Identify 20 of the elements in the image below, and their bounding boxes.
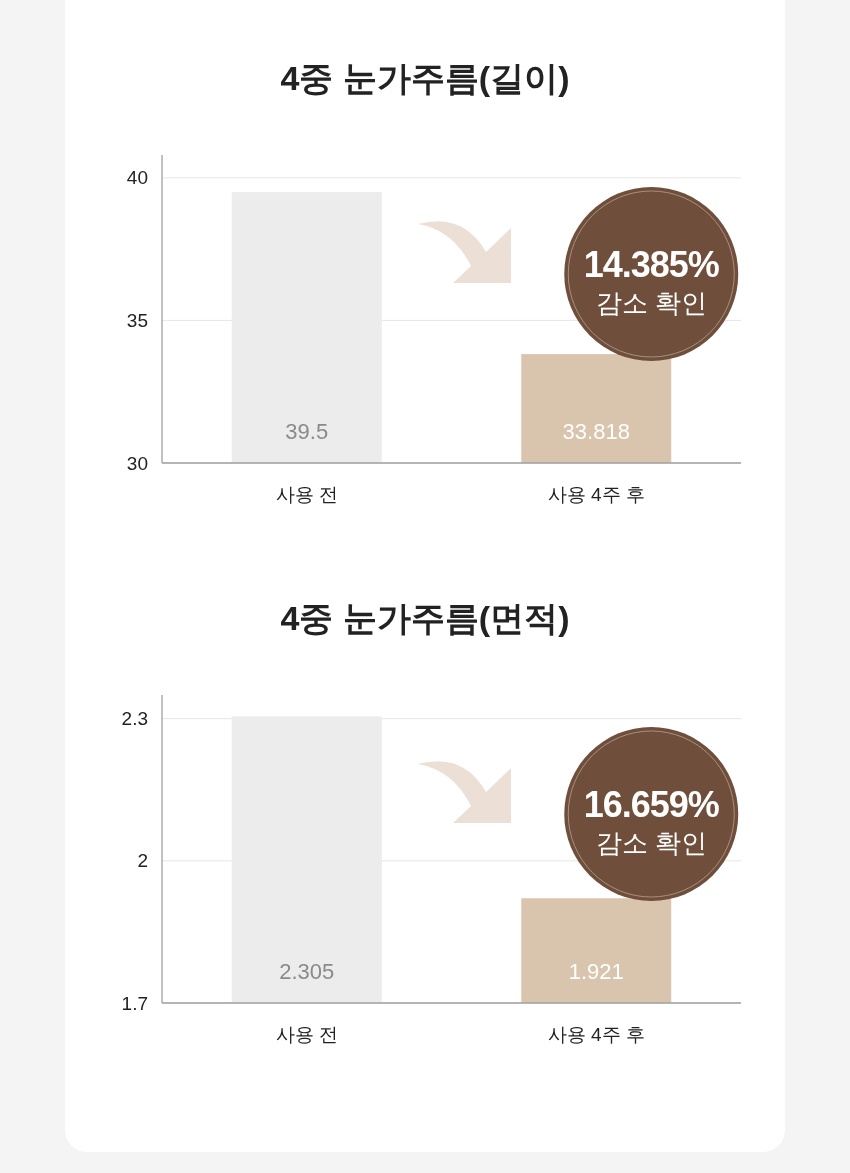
x-tick-label: 사용 전 — [275, 483, 338, 505]
chart-title: 4중 눈가주름(면적) — [280, 599, 570, 637]
chart-title: 4중 눈가주름(길이) — [280, 59, 570, 97]
annotation: 14.385% — [583, 243, 720, 285]
annotation: 16.659% — [583, 783, 720, 825]
data-label: 33.818 — [562, 418, 630, 444]
x-tick-label: 사용 4주 후 — [547, 483, 645, 505]
y-tick-label: 1.7 — [121, 992, 148, 1014]
annotation: 감소 확인 — [595, 288, 707, 318]
data-label: 39.5 — [285, 418, 329, 444]
y-tick-label: 2 — [137, 850, 148, 872]
x-tick-label: 사용 4주 후 — [547, 1023, 645, 1045]
x-tick-label: 사용 전 — [275, 1023, 338, 1045]
y-tick-label: 2.3 — [121, 708, 148, 730]
annotation: 감소 확인 — [595, 828, 707, 858]
data-label: 1.921 — [568, 958, 624, 984]
y-tick-label: 35 — [126, 309, 148, 331]
data-label: 2.305 — [279, 958, 335, 984]
y-tick-label: 40 — [126, 167, 148, 189]
y-tick-label: 30 — [126, 452, 148, 474]
